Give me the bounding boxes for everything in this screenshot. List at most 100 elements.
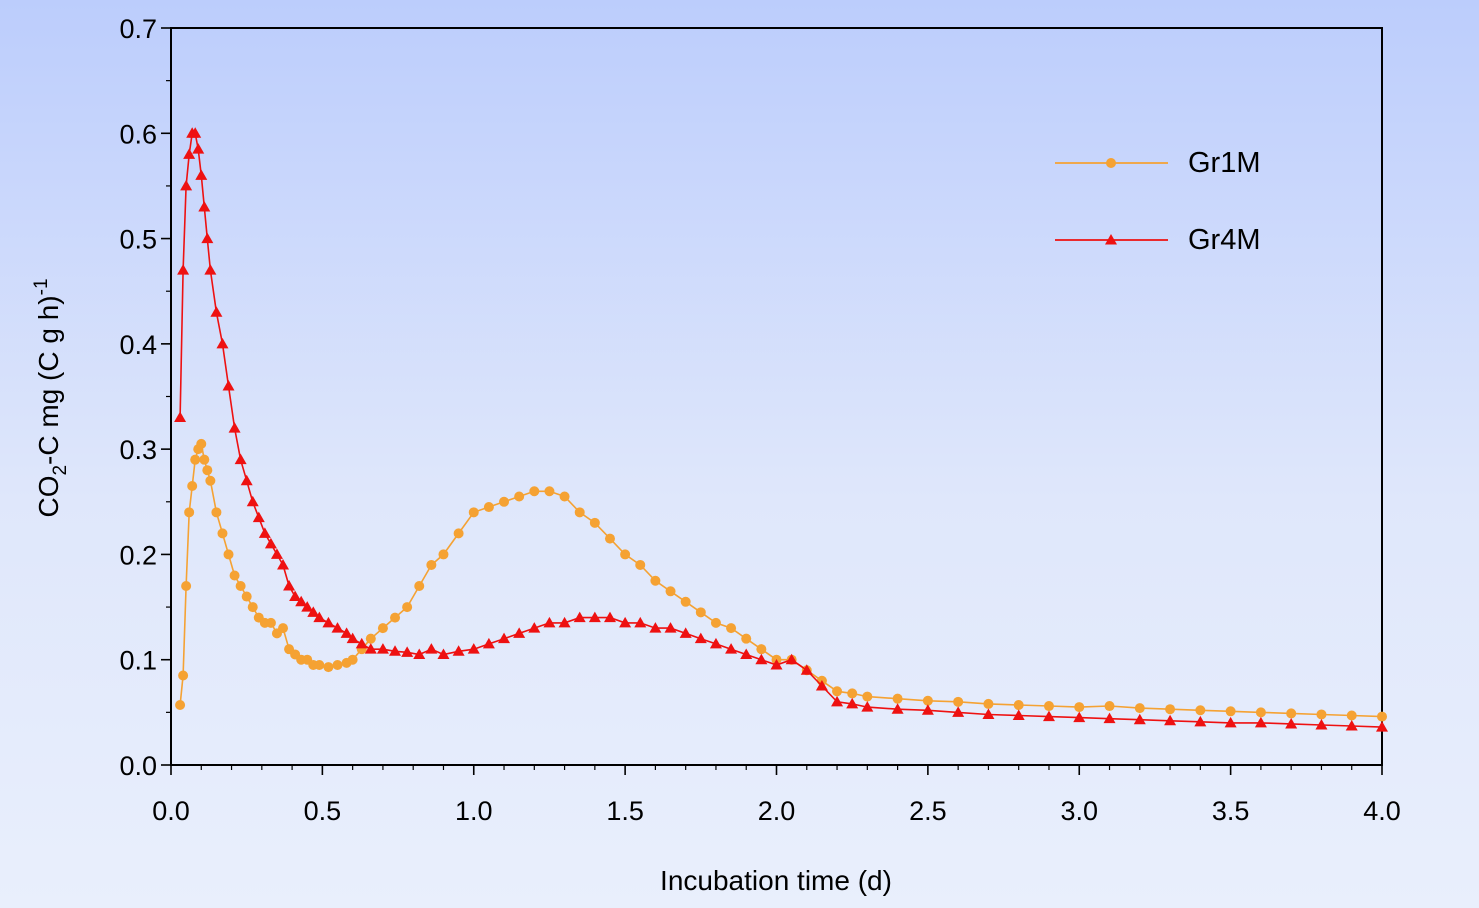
data-point bbox=[234, 453, 247, 465]
data-point bbox=[831, 695, 844, 707]
data-point bbox=[1104, 701, 1115, 712]
data-point bbox=[195, 169, 208, 180]
data-point bbox=[755, 653, 768, 665]
data-point bbox=[301, 601, 314, 612]
data-point bbox=[283, 580, 296, 591]
data-point bbox=[426, 559, 437, 570]
data-point bbox=[201, 232, 214, 244]
data-point bbox=[544, 486, 555, 497]
data-point bbox=[756, 644, 767, 655]
data-point bbox=[589, 517, 600, 528]
data-point bbox=[468, 507, 479, 518]
legend: Gr1M Gr4M bbox=[1055, 147, 1261, 256]
data-point bbox=[377, 623, 388, 634]
data-point bbox=[1073, 711, 1086, 723]
x-tick-label: 3.5 bbox=[1212, 796, 1250, 826]
y-axis-title-rest: -C mg (C g h) bbox=[33, 295, 64, 465]
data-point bbox=[1164, 714, 1177, 726]
data-point bbox=[574, 507, 585, 518]
data-point bbox=[558, 616, 571, 628]
x-tick-label: 1.0 bbox=[455, 796, 493, 826]
data-point bbox=[235, 581, 246, 592]
data-point bbox=[189, 127, 202, 138]
data-point bbox=[331, 622, 344, 633]
data-point bbox=[1345, 720, 1358, 731]
data-point bbox=[498, 632, 511, 644]
data-point bbox=[205, 475, 216, 486]
y-tick-label: 0.1 bbox=[119, 646, 157, 676]
data-point bbox=[847, 688, 858, 699]
data-point bbox=[664, 622, 677, 633]
data-point bbox=[1255, 707, 1266, 718]
y-axis-title: CO2-C mg (C g h)-1 bbox=[31, 278, 71, 517]
data-point bbox=[1165, 704, 1176, 715]
data-point bbox=[184, 507, 195, 518]
data-point bbox=[603, 611, 616, 623]
y-tick-label: 0.2 bbox=[119, 540, 157, 570]
data-point bbox=[635, 559, 646, 570]
data-point bbox=[620, 549, 631, 560]
data-point bbox=[1134, 703, 1145, 714]
data-point bbox=[1346, 710, 1357, 721]
data-point bbox=[314, 659, 325, 670]
y-axis-title-sup: -1 bbox=[31, 278, 52, 295]
data-point bbox=[679, 627, 692, 638]
data-point bbox=[1103, 712, 1116, 724]
data-point bbox=[891, 703, 904, 714]
legend-label: Gr1M bbox=[1188, 147, 1261, 179]
data-point bbox=[322, 616, 335, 628]
data-point bbox=[982, 708, 995, 719]
y-axis-title-main: CO bbox=[33, 476, 64, 518]
data-point bbox=[204, 264, 217, 275]
data-point bbox=[559, 491, 570, 502]
data-point bbox=[240, 474, 253, 486]
series-line bbox=[179, 132, 1383, 728]
data-point bbox=[499, 496, 510, 507]
data-point bbox=[861, 701, 874, 712]
data-point bbox=[199, 454, 210, 465]
data-point bbox=[741, 633, 752, 644]
data-point bbox=[785, 653, 798, 665]
data-point bbox=[634, 616, 647, 628]
data-point bbox=[453, 528, 464, 539]
data-point bbox=[265, 617, 276, 628]
legend-marker bbox=[1106, 158, 1116, 168]
data-point bbox=[725, 643, 738, 654]
data-point bbox=[376, 643, 389, 654]
data-point bbox=[196, 438, 207, 449]
data-point bbox=[513, 627, 526, 638]
data-point bbox=[223, 549, 234, 560]
x-tick-label: 2.0 bbox=[758, 796, 796, 826]
data-point bbox=[800, 664, 813, 675]
data-point bbox=[650, 575, 661, 586]
data-point bbox=[694, 632, 707, 644]
data-point bbox=[211, 507, 222, 518]
data-point bbox=[365, 633, 376, 644]
data-point bbox=[695, 607, 706, 618]
data-point bbox=[1316, 709, 1327, 720]
data-point bbox=[1225, 706, 1236, 717]
data-point bbox=[413, 648, 426, 659]
data-point bbox=[401, 646, 414, 657]
data-point bbox=[1013, 699, 1024, 710]
data-point bbox=[210, 306, 223, 317]
y-axis: 0.0 0.1 0.2 0.3 0.4 0.5 0.6 0.7 bbox=[119, 14, 171, 781]
data-point bbox=[247, 602, 258, 613]
data-point bbox=[217, 528, 228, 539]
data-point bbox=[346, 632, 359, 644]
data-point bbox=[177, 264, 190, 275]
data-point bbox=[414, 581, 425, 592]
plot-frame bbox=[170, 27, 1383, 766]
data-point bbox=[307, 606, 320, 617]
data-point bbox=[1043, 701, 1054, 712]
data-point bbox=[277, 558, 290, 570]
data-point bbox=[402, 602, 413, 613]
data-point bbox=[846, 697, 859, 709]
y-tick-label: 0.3 bbox=[119, 435, 157, 465]
data-point bbox=[649, 622, 662, 633]
data-point bbox=[983, 698, 994, 709]
data-point bbox=[175, 699, 186, 710]
series-line bbox=[179, 441, 1383, 718]
data-point bbox=[1285, 717, 1298, 729]
data-point bbox=[1194, 715, 1207, 727]
